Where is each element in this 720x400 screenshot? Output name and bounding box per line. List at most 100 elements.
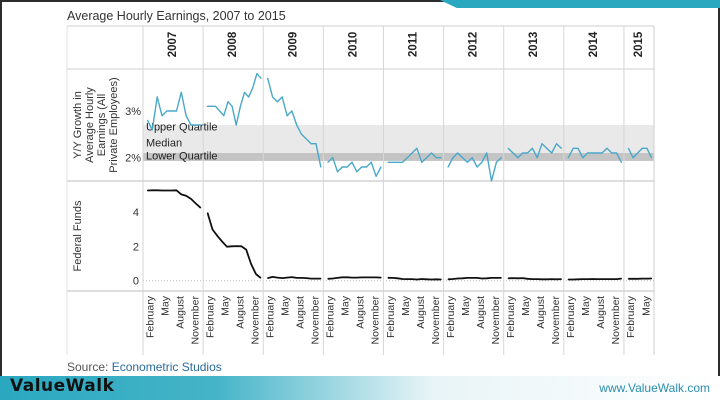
earnings-growth-line-point	[577, 147, 579, 149]
earnings-growth-line-point	[601, 152, 603, 154]
year-label-2007: 2007	[167, 32, 179, 58]
fed-funds-line-point	[190, 198, 192, 200]
fed-funds-line-point	[500, 277, 502, 279]
earnings-growth-line-point	[365, 166, 368, 168]
fed-funds-line-point	[291, 276, 293, 278]
earnings-growth-line-point	[546, 147, 548, 149]
band-label-1: Median	[146, 138, 182, 150]
fed-funds-line-point	[236, 245, 238, 247]
year-label-2015: 2015	[633, 31, 645, 57]
earnings-growth-line-2011	[388, 147, 442, 163]
earnings-growth-line-point	[551, 152, 553, 154]
fed-funds-line-point	[341, 276, 343, 278]
earnings-growth-line-point	[300, 133, 303, 135]
earnings-growth-line-point	[397, 161, 399, 163]
fed-funds-line-2009	[267, 276, 321, 280]
y-tick-label-fedfunds: 4	[133, 207, 139, 219]
earnings-growth-line-point	[471, 157, 473, 159]
earnings-growth-line-point	[507, 147, 509, 149]
fed-funds-line-point	[171, 189, 173, 192]
earnings-growth-line-point	[248, 96, 250, 98]
earnings-growth-line-point	[231, 105, 233, 107]
valuewalk-logo[interactable]: ValueWalk	[10, 376, 115, 396]
earnings-growth-line-point	[596, 152, 598, 154]
fed-funds-line-point	[267, 277, 269, 279]
fed-funds-line-point	[582, 278, 584, 280]
earnings-growth-line-point	[291, 110, 293, 112]
month-tick-label: August	[234, 296, 246, 329]
earnings-growth-line-point	[200, 124, 202, 126]
earnings-growth-line-point	[486, 152, 488, 154]
fed-funds-line-point	[216, 235, 218, 237]
valuewalk-url[interactable]: www.ValueWalk.com	[599, 381, 710, 395]
fed-funds-line-point	[517, 277, 519, 279]
earnings-growth-line-point	[286, 115, 288, 117]
fed-funds-line-point	[315, 278, 317, 280]
fed-funds-line-2013	[508, 277, 562, 281]
fed-funds-line-point	[401, 278, 404, 280]
fed-funds-line-point	[211, 228, 214, 231]
fed-funds-line-point	[310, 278, 312, 280]
fed-funds-line-point	[180, 193, 182, 195]
earnings-growth-line-point	[646, 147, 648, 149]
earnings-growth-line-point	[272, 96, 274, 98]
fed-funds-line-point	[320, 278, 322, 280]
source-link[interactable]: Econometric Studios	[111, 360, 222, 374]
earnings-growth-line-point	[620, 161, 623, 163]
fed-funds-line-point	[361, 276, 363, 278]
fed-funds-line-point	[346, 276, 348, 278]
fed-funds-line-point	[650, 277, 653, 280]
fed-funds-line-point	[551, 278, 553, 280]
fed-funds-line-point	[637, 278, 639, 280]
earnings-growth-line-point	[476, 166, 478, 168]
fed-funds-line-point	[332, 277, 334, 280]
earnings-growth-line-point	[517, 157, 519, 159]
fed-funds-line-point	[466, 277, 468, 279]
fed-funds-line-point	[627, 278, 630, 280]
fed-funds-line-point	[286, 277, 288, 279]
month-tick-label: August	[174, 296, 186, 329]
y-axis-title-earnings: Earnings (All	[96, 94, 108, 156]
y-axis-title-earnings: Private Employees)	[108, 77, 120, 172]
month-tick-label: November	[370, 295, 382, 344]
earnings-growth-line-point	[252, 87, 254, 89]
earnings-growth-line-point	[296, 124, 298, 126]
fed-funds-line-point	[276, 277, 278, 279]
month-tick-label: August	[415, 296, 427, 329]
quartile-band-2	[143, 153, 654, 161]
quartile-band-0	[143, 125, 654, 139]
earnings-growth-line-point	[243, 91, 246, 93]
fed-funds-line-point	[281, 277, 283, 279]
fed-funds-line-point	[447, 278, 449, 280]
fed-funds-line-point	[260, 277, 262, 279]
earnings-growth-line-point	[591, 152, 594, 154]
earnings-growth-line-point	[541, 143, 543, 145]
fed-funds-line-point	[616, 278, 618, 280]
earnings-growth-line-2007	[146, 91, 201, 131]
y-tick-label-earnings: 3%	[125, 106, 141, 118]
earnings-growth-line-point	[481, 161, 483, 163]
earnings-growth-line-point	[227, 101, 229, 103]
month-tick-label: August	[595, 296, 607, 329]
earnings-growth-line-point	[267, 77, 269, 79]
earnings-growth-line-point	[435, 157, 437, 159]
earnings-growth-line-point	[310, 143, 312, 145]
y-tick-label-fedfunds: 2	[133, 241, 139, 253]
fed-funds-line-point	[146, 189, 149, 192]
fed-funds-line-point	[195, 202, 197, 205]
month-tick-label: November	[430, 295, 442, 344]
fed-funds-line-point	[166, 189, 168, 192]
fed-funds-line-point	[601, 278, 603, 280]
fed-funds-line-point	[620, 278, 623, 280]
top-accent-bar	[440, 0, 720, 8]
fed-funds-line-point	[560, 278, 562, 280]
month-tick-label: May	[159, 295, 171, 316]
quartile-band-1	[143, 139, 654, 153]
fed-funds-line-point	[250, 263, 252, 265]
year-label-2014: 2014	[588, 31, 600, 57]
earnings-growth-line-2013	[507, 143, 562, 159]
fed-funds-line-point	[200, 207, 202, 209]
earnings-growth-line-point	[387, 161, 389, 163]
month-tick-label: May	[340, 295, 352, 316]
fed-funds-line-point	[486, 277, 488, 279]
